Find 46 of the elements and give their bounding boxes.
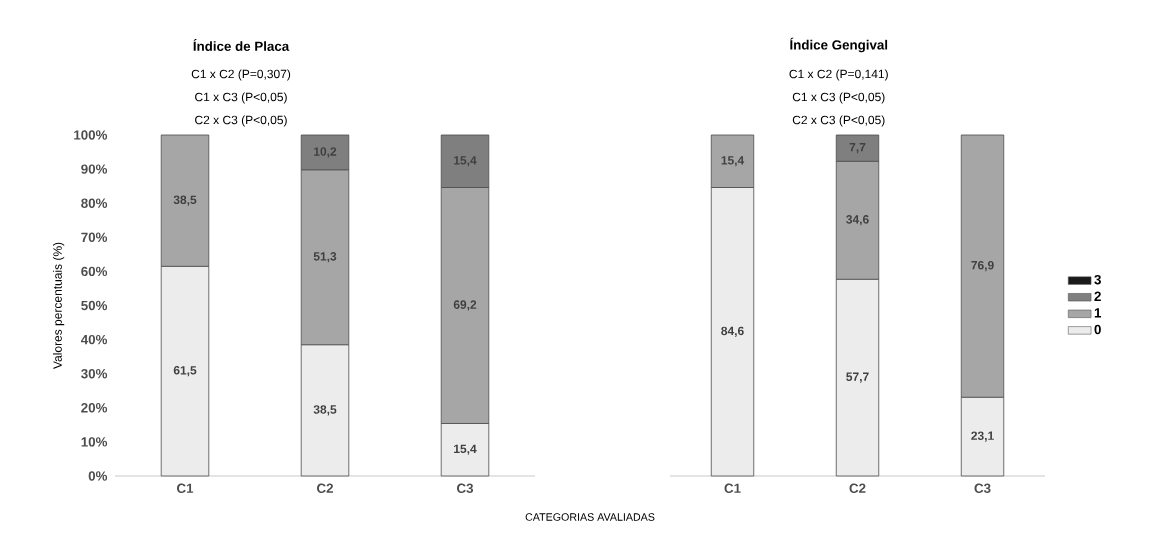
y-tick-label: 80%: [81, 198, 108, 208]
data-label: 51,3: [313, 252, 337, 263]
y-tick-label: 40%: [80, 334, 108, 345]
y-tick-label: 90%: [81, 164, 108, 174]
y-tick-label: 10%: [81, 437, 108, 447]
y-tick-label: 20%: [81, 403, 108, 413]
data-label: 57,7: [846, 372, 869, 383]
chart-title: Índice Gengival: [790, 37, 888, 53]
data-label: 38,5: [173, 195, 197, 206]
legend-label: 3: [1094, 274, 1101, 285]
text: C1 x C3 (P<0,05): [792, 92, 885, 104]
data-label: 15,4: [454, 156, 477, 167]
data-label: 23,1: [971, 431, 994, 442]
text: C1 x C3 (P<0,05): [195, 92, 287, 104]
text: C2 x C3 (P<0,05): [195, 115, 287, 127]
chart-title: Índice de Placa: [193, 39, 290, 51]
data-label: 61,5: [173, 366, 197, 377]
y-tick-label: 50%: [81, 300, 108, 311]
text: C2 x C3 (P<0,05): [792, 115, 885, 127]
data-label: 69,2: [453, 300, 477, 311]
x-axis-title: CATEGORIAS AVALIADAS: [525, 513, 655, 521]
x-tick-label: C3: [974, 483, 991, 494]
y-tick-label: 0%: [88, 471, 108, 481]
x-tick-label: C1: [177, 483, 194, 493]
y-tick-label: 100%: [74, 130, 108, 140]
legend-label: 0: [1094, 324, 1101, 335]
data-label: 34,6: [846, 215, 869, 226]
text: C1 x C2 (P=0,141): [789, 69, 888, 81]
legend-label: 1: [1094, 308, 1102, 318]
data-label: 84,6: [721, 326, 744, 337]
text: C1 x C2 (P=0,307): [191, 69, 291, 81]
data-label: 76,9: [971, 260, 994, 272]
data-label: 15,4: [721, 156, 745, 167]
data-label: 38,5: [313, 405, 337, 416]
y-axis-title: Valores percentuais (%): [53, 242, 65, 370]
data-label: 7,7: [849, 143, 866, 154]
x-tick-label: C2: [317, 483, 333, 493]
x-tick-label: C3: [457, 483, 474, 494]
legend-label: 2: [1094, 291, 1101, 301]
data-label: 15,4: [454, 444, 477, 455]
y-tick-label: 70%: [81, 232, 108, 243]
y-tick-label: 60%: [81, 266, 108, 277]
data-label: 10,2: [314, 147, 337, 158]
y-tick-label: 30%: [81, 368, 108, 379]
x-tick-label: C2: [849, 483, 866, 493]
x-tick-label: C1: [724, 483, 741, 493]
